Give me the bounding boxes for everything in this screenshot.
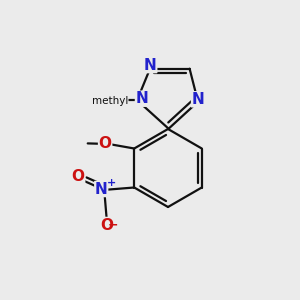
Text: N: N — [144, 58, 157, 73]
Text: O: O — [100, 218, 113, 232]
Text: methyl: methyl — [92, 96, 128, 106]
Text: +: + — [106, 178, 116, 188]
Text: −: − — [108, 218, 119, 232]
Text: N: N — [95, 182, 108, 196]
Text: N: N — [136, 91, 148, 106]
Text: O: O — [99, 136, 112, 151]
Text: O: O — [72, 169, 85, 184]
Text: N: N — [192, 92, 204, 107]
